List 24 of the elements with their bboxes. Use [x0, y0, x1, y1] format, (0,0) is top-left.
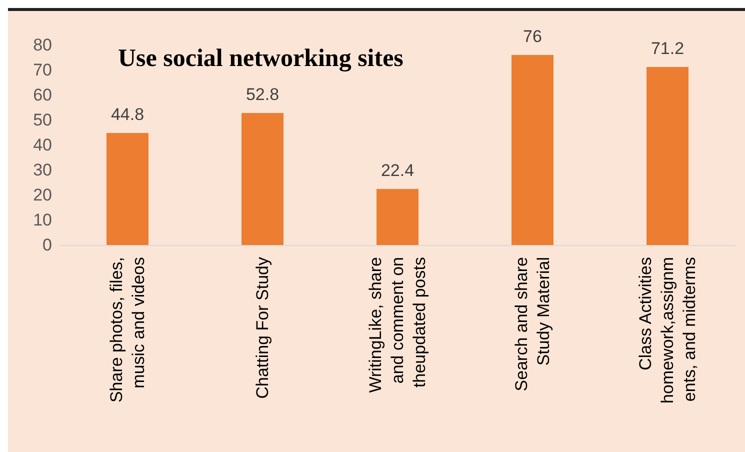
bar	[242, 113, 284, 245]
y-tick-label: 70	[33, 60, 52, 80]
y-tick-label: 60	[33, 86, 52, 104]
data-label: 52.8	[246, 85, 280, 104]
x-tick-label: Chatting For Study	[253, 256, 272, 399]
data-label: 44.8	[110, 105, 144, 124]
y-tick-label: 10	[33, 210, 52, 230]
data-label: 71.2	[650, 39, 684, 58]
bar	[106, 133, 148, 245]
bar	[512, 55, 554, 245]
x-tick-label: Share photos, files, music and videos	[107, 257, 148, 403]
x-tick-label: WritingLike, share and comment on theupdated posts	[366, 257, 429, 393]
data-label: 22.4	[380, 161, 414, 180]
bar	[376, 189, 418, 245]
y-tick-label: 80	[33, 36, 52, 54]
bar	[646, 67, 688, 245]
chart-title: Use social networking sites	[118, 45, 404, 72]
y-tick-label: 50	[33, 110, 52, 130]
y-tick-label: 20	[33, 186, 52, 204]
y-tick-label: 40	[33, 136, 52, 154]
x-tick-label: Class Activities homework,assignm ents, and midterms	[636, 257, 699, 404]
y-tick-label: 30	[33, 160, 52, 180]
data-label: 76	[523, 27, 542, 46]
y-tick-label: 0	[42, 236, 52, 254]
